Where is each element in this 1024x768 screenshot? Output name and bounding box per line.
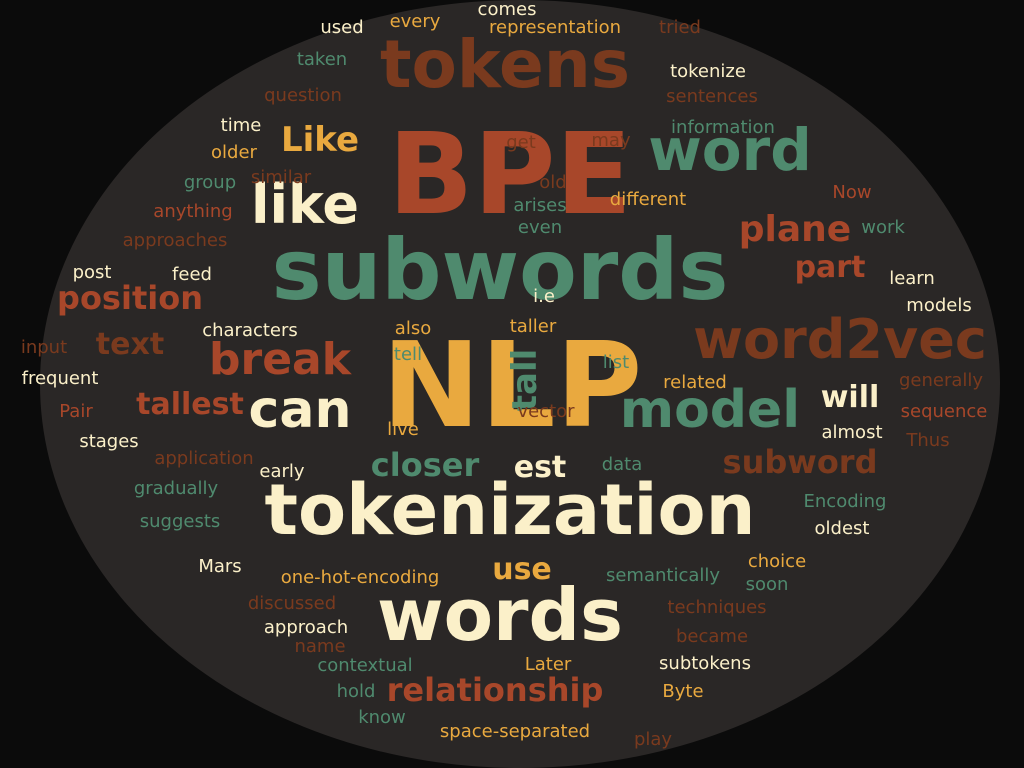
word-feed: feed [172, 264, 212, 285]
word-related: related [663, 372, 727, 393]
word-application: application [154, 448, 254, 469]
word-older: older [211, 142, 257, 163]
word-post: post [72, 262, 112, 283]
word-data: data [601, 454, 643, 475]
word-vector: vector [517, 401, 575, 422]
word-arises: arises [513, 195, 567, 216]
word-group: group [183, 172, 237, 193]
word-approaches: approaches [122, 230, 228, 251]
word-work: work [861, 217, 905, 238]
word-text: text [95, 327, 165, 362]
word-information: information [671, 117, 775, 138]
word-word2vec: word2vec [693, 308, 987, 371]
word-pair: Pair [59, 401, 93, 422]
word-frequent: frequent [21, 368, 99, 389]
word-characters: characters [202, 320, 298, 341]
word-later: Later [524, 654, 572, 675]
word-get: get [506, 132, 536, 153]
word-model: model [619, 380, 801, 440]
word-bpe: BPE [388, 110, 632, 240]
word-approach: approach [263, 617, 349, 638]
word-nlp: NLP [381, 316, 643, 454]
word-may: may [591, 130, 631, 151]
word-tokenization: tokenization [264, 469, 756, 551]
word-contextual: contextual [317, 655, 413, 676]
word-word: word [648, 116, 812, 184]
word-sentences: sentences [666, 86, 758, 107]
word-relationship: relationship [386, 671, 604, 709]
word-tried: tried [659, 17, 701, 38]
word-part: part [794, 250, 866, 285]
word-choice: choice [747, 551, 807, 572]
word-also: also [394, 318, 432, 339]
word-suggests: suggests [139, 511, 221, 532]
word-hold: hold [336, 681, 376, 702]
word-play: play [633, 729, 673, 750]
word-learn: learn [889, 268, 935, 289]
word-models: models [906, 295, 972, 316]
word-like-capitalized: Like [280, 120, 360, 160]
word-similar: similar [250, 167, 312, 188]
word-used: used [320, 17, 364, 38]
word-tell: tell [393, 344, 423, 365]
word-tokenize: tokenize [670, 61, 746, 82]
word-now: Now [832, 182, 872, 203]
word-generally: generally [898, 370, 984, 391]
word-time: time [220, 115, 262, 136]
word-oldest: oldest [814, 518, 870, 539]
word-techniques: techniques [667, 597, 767, 618]
word-taller: taller [509, 316, 557, 337]
word-sequence: sequence [900, 401, 988, 422]
word-subtokens: subtokens [659, 653, 751, 674]
word-like: like [250, 173, 360, 236]
word-subword: subword [722, 443, 878, 481]
word-became: became [675, 626, 749, 647]
word-old: old [539, 172, 567, 193]
word-stages: stages [79, 431, 139, 452]
word-semantically: semantically [605, 565, 721, 586]
word-almost: almost [821, 422, 883, 443]
word-est: est [513, 450, 567, 485]
word-closer: closer [370, 446, 480, 484]
word-ie: i.e [533, 286, 555, 307]
word-words: words [377, 573, 623, 657]
word-will: will [820, 380, 880, 415]
word-use: use [492, 552, 552, 587]
word-live: live [387, 419, 419, 440]
word-every: every [389, 11, 441, 32]
word-byte: Byte [662, 681, 704, 702]
word-list: list [602, 352, 630, 373]
word-different: different [609, 189, 687, 210]
word-soon: soon [745, 574, 789, 595]
word-thus: Thus [906, 430, 950, 451]
word-space-separated: space-separated [439, 721, 591, 742]
word-early: early [259, 461, 305, 482]
word-subwords: subwords [271, 221, 729, 319]
word-question: question [264, 85, 342, 106]
word-comes: comes [477, 0, 537, 20]
word-discussed: discussed [247, 593, 337, 614]
word-anything: anything [153, 201, 233, 222]
word-position: position [57, 279, 203, 317]
word-know: know [358, 707, 406, 728]
word-tallest: tallest [136, 387, 244, 422]
word-plane: plane [738, 209, 852, 250]
word-can: can [248, 380, 352, 440]
word-taken: taken [296, 49, 348, 70]
word-even: even [517, 217, 563, 238]
word-representation: representation [488, 17, 622, 38]
word-break: break [209, 334, 351, 385]
word-tokens: tokens [379, 26, 631, 103]
word-name: name [294, 636, 346, 657]
word-one-hot-encoding: one-hot-encoding [280, 567, 440, 588]
word-input: input [20, 337, 68, 358]
word-gradually: gradually [133, 478, 219, 499]
word-encoding: Encoding [803, 491, 887, 512]
cloud-shape-background [40, 0, 1000, 768]
word-mars: Mars [198, 556, 242, 577]
